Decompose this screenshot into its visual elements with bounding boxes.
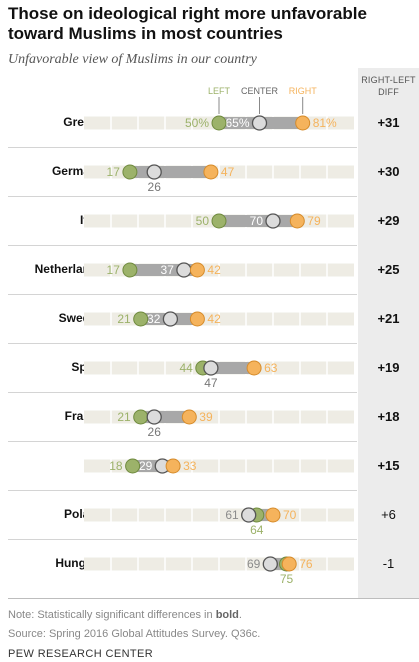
center-value-label: 29 [139,459,153,473]
right-value-label: 42 [207,263,221,277]
diff-header-line-2: DIFF [378,87,399,97]
left-value-label: 50% [185,116,209,130]
center-value-label: 69 [247,557,261,571]
legend-right-label: RIGHT [289,86,318,96]
left-value-label: 17 [107,263,121,277]
diff-value: +18 [377,409,400,424]
diff-value: +25 [377,262,400,277]
diff-value: +15 [377,458,400,473]
row-divider [8,441,357,442]
left-dot [133,409,149,425]
center-dot [162,311,179,327]
diff-value: +19 [377,360,400,375]
row-divider [8,245,357,246]
center-value-label: 26 [148,180,162,194]
left-value-label: 18 [109,459,123,473]
brand-logo-text: PEW RESEARCH CENTER [8,648,154,660]
legend-center-label: CENTER [241,86,279,96]
diff-value: +6 [381,507,396,522]
left-value-label: 17 [107,165,121,179]
left-dot [211,115,227,131]
right-dot [165,458,181,474]
chart-title: Those on ideological right more unfavora… [8,4,367,43]
left-dot [133,311,149,327]
right-dot [295,115,311,131]
row-divider [8,147,357,148]
left-value-label: 64 [250,523,264,537]
left-value-label: 50 [196,214,210,228]
row-divider [8,343,357,344]
right-value-label: 81% [313,116,337,130]
right-dot [181,409,197,425]
center-value-label: 26 [148,425,162,439]
left-value-label: 21 [117,410,131,424]
left-value-label: 21 [117,312,131,326]
center-value-label: 70 [250,214,264,228]
center-dot [262,556,278,572]
right-dot [189,311,205,327]
row-divider [8,539,357,540]
center-dot [146,164,162,180]
diff-header-line-1: RIGHT-LEFT [361,75,416,85]
center-value-label: 37 [161,263,175,277]
range-bar [129,166,211,178]
right-value-label: 63 [264,361,278,375]
right-dot [203,164,219,180]
center-dot [251,115,268,131]
left-dot [122,164,138,180]
right-value-label: 76 [299,557,313,571]
diff-column-background [358,68,419,598]
center-dot [203,360,219,376]
left-value-label: 75 [280,572,294,586]
right-dot [246,360,262,376]
diff-value: +30 [377,164,400,179]
diff-column-header: RIGHT-LEFT DIFF [358,74,419,98]
right-value-label: 33 [183,459,197,473]
right-value-label: 39 [199,410,213,424]
center-value-label: 65% [225,116,249,130]
left-value-label: 44 [179,361,193,375]
center-value-label: 61 [225,508,239,522]
center-dot [176,262,192,278]
diff-value: +31 [377,115,400,130]
chart-subtitle: Unfavorable view of Muslims in our count… [8,52,257,67]
right-value-label: 79 [307,214,321,228]
right-dot [289,213,305,229]
left-dot [211,213,227,229]
center-value-label: 47 [204,376,218,390]
center-dot [241,507,257,523]
footnote-suffix: . [238,609,242,621]
left-dot [122,262,138,278]
row-divider [8,392,357,393]
diff-value: +21 [377,311,400,326]
right-dot [281,556,297,572]
footnote-prefix: Note: Statistically significant differen… [8,609,216,621]
source-note: Source: Spring 2016 Global Attitudes Sur… [8,628,261,640]
row-divider [8,294,357,295]
right-value-label: 70 [283,508,297,522]
footnote-bold: bold [215,609,239,621]
right-dot [265,507,281,523]
diff-value: +29 [377,213,400,228]
footnote: Note: Statistically significant differen… [8,609,242,621]
bottom-divider [8,598,419,599]
row-divider [8,196,357,197]
row-divider [8,490,357,491]
right-dot [189,262,205,278]
center-dot [265,213,281,229]
right-value-label: 42 [207,312,221,326]
center-value-label: 32 [147,312,161,326]
left-dot [125,458,141,474]
right-value-label: 47 [221,165,235,179]
center-dot [146,409,162,425]
diff-value: -1 [382,556,395,571]
legend-left-label: LEFT [208,86,231,96]
